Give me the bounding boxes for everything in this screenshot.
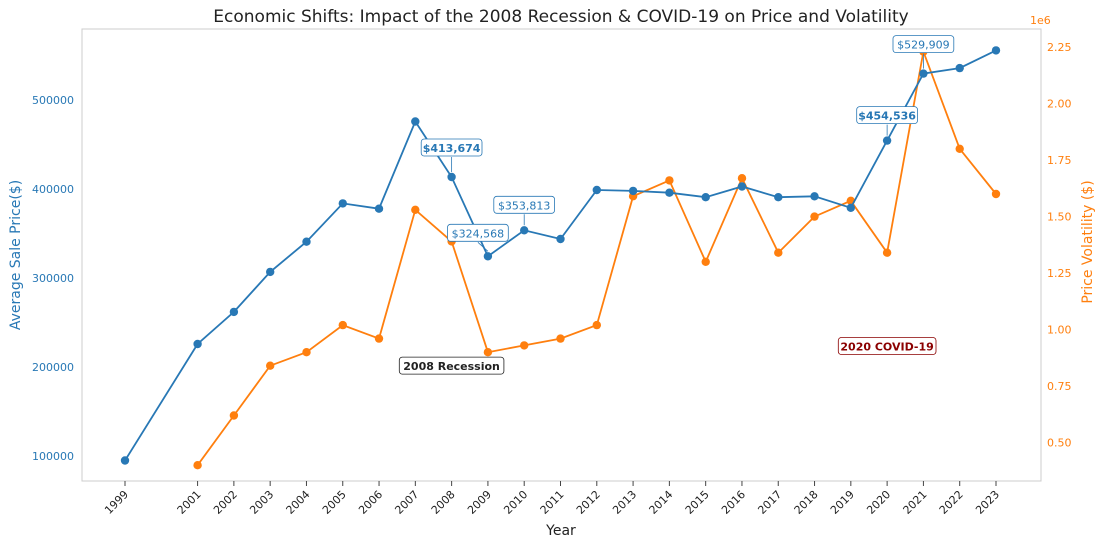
plot-area-frame xyxy=(81,28,1042,482)
price-point xyxy=(302,237,311,246)
price-point xyxy=(556,234,565,244)
left-y-tick-label: 100000 xyxy=(32,450,74,463)
price-point xyxy=(338,199,347,208)
price-point xyxy=(882,136,892,145)
price-series-line xyxy=(124,49,997,461)
annotation-label: $324,568 xyxy=(452,227,505,240)
right-y-tick-label: 2.25 xyxy=(1047,41,1072,54)
annotation-arrow xyxy=(477,241,489,252)
volatility-point xyxy=(338,320,347,330)
recession-event-label: 2008 Recession xyxy=(403,360,500,373)
right-y-axis-label: Price Volatility ($) xyxy=(1080,180,1096,303)
price-point xyxy=(229,307,239,317)
price-point xyxy=(628,186,638,196)
volatility-point xyxy=(810,212,819,221)
annotation-box xyxy=(420,138,483,157)
volatility-point xyxy=(411,205,420,214)
price-point xyxy=(483,252,493,261)
volatility-point xyxy=(774,248,783,257)
volatility-point xyxy=(374,334,384,343)
volatility-point xyxy=(520,341,529,350)
volatility-point xyxy=(737,174,747,183)
price-point xyxy=(120,456,130,465)
price-point xyxy=(991,46,1001,55)
recession-event-box xyxy=(398,356,505,375)
right-y-tick-label: 2.00 xyxy=(1047,98,1072,111)
volatility-point xyxy=(266,361,275,370)
price-point xyxy=(447,172,456,182)
right-y-tick-label: 1.50 xyxy=(1047,211,1072,224)
right-y-tick-label: 1.25 xyxy=(1047,267,1072,280)
price-point xyxy=(737,182,747,191)
annotation-box xyxy=(493,195,555,214)
volatility-point xyxy=(229,411,239,420)
right-y-tick-label: 1.00 xyxy=(1047,324,1072,337)
annotation-box xyxy=(856,106,918,124)
price-point xyxy=(846,203,855,212)
right-y-tick-label: 0.50 xyxy=(1047,437,1072,450)
left-y-tick-label: 400000 xyxy=(32,183,74,196)
series-layer xyxy=(120,46,1001,470)
left-y-axis-label: Average Sale Price($) xyxy=(8,180,24,330)
volatility-point xyxy=(302,348,311,357)
right-axis-multiplier: 1e6 xyxy=(1030,14,1051,27)
price-point xyxy=(774,193,783,202)
price-point xyxy=(374,204,384,213)
left-y-axis-ticks: 100000 200000 300000 400000 500000 xyxy=(32,94,74,463)
price-point xyxy=(919,69,928,78)
left-y-tick-label: 300000 xyxy=(32,272,74,285)
right-y-tick-label: 1.75 xyxy=(1047,154,1072,167)
annotation-box xyxy=(447,223,509,242)
volatility-point xyxy=(955,144,964,153)
price-point xyxy=(701,193,710,202)
price-point xyxy=(411,117,420,126)
right-y-tick-label: 0.75 xyxy=(1047,380,1072,393)
price-point xyxy=(266,267,275,277)
annotation-box xyxy=(892,35,955,53)
covid-event-label: 2020 COVID-19 xyxy=(840,341,933,354)
volatility-point xyxy=(991,189,1001,199)
covid-event-box xyxy=(837,337,937,355)
annotation-label: $454,536 xyxy=(858,110,916,123)
price-point xyxy=(955,63,964,73)
price-point xyxy=(520,226,529,235)
volatility-point xyxy=(556,334,565,343)
price-point xyxy=(665,188,674,197)
volatility-point xyxy=(592,320,601,330)
annotation-layer: $413,674 $324,568 $353,813 $454,536 $529,909… xyxy=(398,35,955,375)
annotation-label: $353,813 xyxy=(498,199,551,212)
left-y-tick-label: 200000 xyxy=(32,361,74,374)
price-point xyxy=(810,192,819,201)
volatility-point xyxy=(882,248,892,257)
right-y-axis-ticks: 0.50 0.75 1.00 1.25 1.50 1.75 2.00 2.25 xyxy=(1047,41,1072,450)
volatility-point xyxy=(193,461,202,470)
x-axis-label: Year xyxy=(545,523,576,539)
left-y-tick-label: 500000 xyxy=(32,94,74,107)
annotation-label: $529,909 xyxy=(897,39,950,52)
volatility-point xyxy=(665,176,674,185)
volatility-point xyxy=(483,348,493,357)
price-point xyxy=(592,185,601,195)
annotation-label: $413,674 xyxy=(423,142,481,155)
chart-title: Economic Shifts: Impact of the 2008 Rece… xyxy=(213,7,908,27)
volatility-point xyxy=(701,257,710,266)
price-point xyxy=(193,339,202,349)
